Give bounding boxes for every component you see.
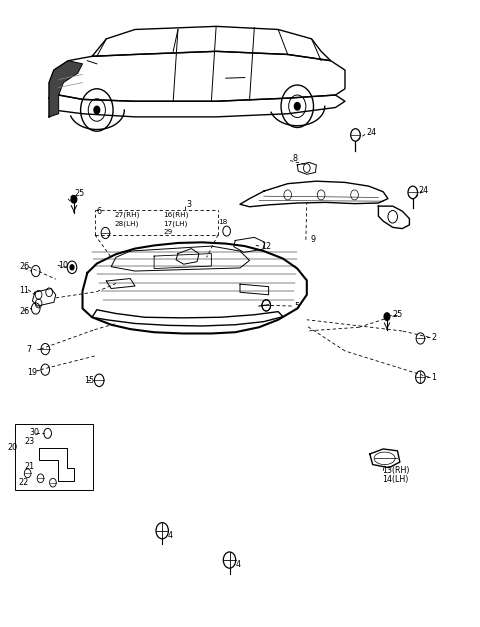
Text: 4: 4 (168, 530, 172, 540)
Text: 4: 4 (235, 560, 240, 569)
Text: 12: 12 (262, 241, 272, 251)
Text: 17(LH): 17(LH) (163, 221, 187, 228)
Text: 10: 10 (59, 261, 69, 270)
Text: 5: 5 (294, 302, 300, 310)
Text: 20: 20 (7, 443, 17, 452)
Bar (15, 424, 94, 490)
Text: 14(LH): 14(LH) (382, 475, 408, 484)
Text: 29: 29 (164, 229, 173, 235)
Text: 26: 26 (20, 307, 30, 315)
Text: 28(LH): 28(LH) (115, 221, 139, 228)
Text: 24: 24 (419, 186, 429, 195)
Circle shape (384, 313, 390, 320)
Text: 25: 25 (74, 189, 84, 198)
Text: 3: 3 (187, 200, 192, 209)
Text: 13(RH): 13(RH) (382, 466, 410, 475)
Circle shape (294, 102, 300, 110)
Circle shape (71, 196, 77, 203)
Text: 6: 6 (97, 208, 102, 216)
Text: 24: 24 (366, 128, 376, 137)
Text: 19: 19 (27, 368, 37, 377)
Text: 18: 18 (218, 219, 228, 225)
Text: 21: 21 (24, 462, 35, 471)
Text: 1: 1 (431, 372, 436, 382)
Text: 9: 9 (311, 235, 316, 245)
Text: 8: 8 (292, 154, 298, 163)
Text: 11: 11 (20, 286, 30, 295)
Text: 26: 26 (20, 262, 30, 271)
Polygon shape (49, 61, 83, 117)
Circle shape (94, 106, 100, 113)
Text: 25: 25 (393, 310, 403, 319)
Circle shape (70, 265, 74, 270)
Text: 7: 7 (26, 345, 31, 354)
Text: 23: 23 (24, 437, 35, 446)
Text: 22: 22 (19, 478, 29, 487)
Text: 16(RH): 16(RH) (163, 212, 188, 218)
Text: 27(RH): 27(RH) (115, 212, 140, 218)
Text: 2: 2 (431, 333, 436, 342)
Text: 30: 30 (29, 428, 39, 436)
Text: 15: 15 (84, 376, 95, 385)
